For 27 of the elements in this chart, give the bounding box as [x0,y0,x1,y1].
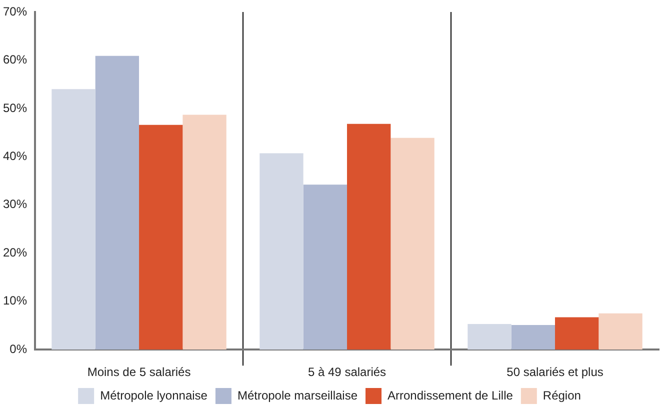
bar [598,313,642,350]
bar [511,325,556,350]
bar [303,184,348,350]
y-tick-label: 50% [2,100,28,115]
y-tick-label: 40% [2,149,28,163]
x-tick-label: 50 salariés et plus [506,365,604,380]
legend-label: Région [542,388,581,402]
bar [95,56,140,350]
x-tick-label: 5 à 49 salariés [308,365,386,380]
y-tick-label: 60% [2,52,28,67]
y-tick-label: 0% [10,342,28,356]
y-tick-label: 70% [2,4,28,18]
legend-label: Métropole marseillaise [237,388,358,402]
bar [390,138,434,350]
bar [468,324,512,350]
bar [260,153,304,350]
y-tick-label: 20% [2,245,28,260]
x-tick-label: Moins de 5 salariés [87,365,191,380]
legend-label: Arrondissement de Lille [388,388,514,402]
y-tick-label: 10% [2,294,28,308]
y-tick-label: 30% [2,197,28,212]
bar [182,114,226,350]
bar [52,89,96,350]
bar [555,317,599,350]
legend-label: Métropole lyonnaise [100,388,208,402]
bar [347,124,391,350]
bar [139,124,183,350]
